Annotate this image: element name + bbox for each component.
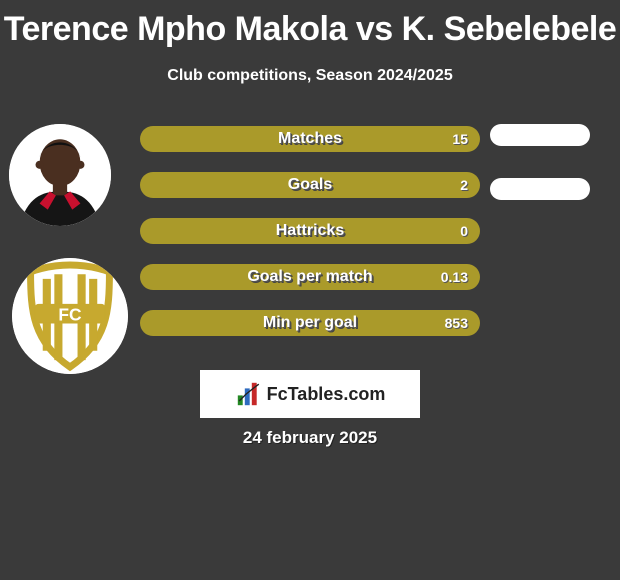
avatar-icon [9, 124, 111, 226]
stat-label: Matches [140, 126, 480, 152]
stat-label: Goals per match [140, 264, 480, 290]
stat-pill-left: Goals2 [140, 172, 480, 198]
stat-value-left: 2 [460, 172, 468, 198]
stat-value-left: 0.13 [441, 264, 468, 290]
badge-letters: FC [58, 305, 82, 325]
club-badge-icon: FC [12, 258, 128, 374]
player-avatar [9, 124, 111, 226]
stat-label: Goals [140, 172, 480, 198]
stat-label: Hattricks [140, 218, 480, 244]
stat-pill-left: Matches15 [140, 126, 480, 152]
snapshot-date: 24 february 2025 [0, 428, 620, 448]
stat-pill-left: Goals per match0.13 [140, 264, 480, 290]
stat-label: Min per goal [140, 310, 480, 336]
attribution-box[interactable]: FcTables.com [200, 370, 420, 418]
subheadline: Club competitions, Season 2024/2025 [0, 67, 620, 85]
stat-value-left: 0 [460, 218, 468, 244]
stat-pill-right [490, 178, 590, 200]
club-badge: FC [12, 258, 128, 374]
attribution-text: FcTables.com [267, 384, 386, 405]
fctables-icon [235, 380, 263, 408]
stat-value-left: 853 [445, 310, 468, 336]
stat-pill-left: Hattricks0 [140, 218, 480, 244]
stat-pill-left: Min per goal853 [140, 310, 480, 336]
stat-pill-right [490, 124, 590, 146]
headline: Terence Mpho Makola vs K. Sebelebele [0, 0, 620, 49]
stat-value-left: 15 [452, 126, 468, 152]
comparison-card: Terence Mpho Makola vs K. Sebelebele Clu… [0, 0, 620, 580]
